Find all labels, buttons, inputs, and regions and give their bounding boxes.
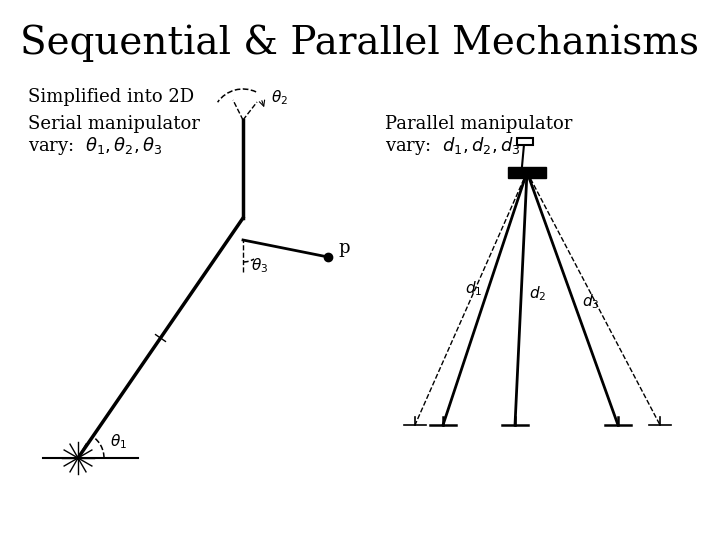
Text: $d_2$: $d_2$ — [529, 285, 546, 303]
Text: vary:  $\theta_1,\theta_2,\theta_3$: vary: $\theta_1,\theta_2,\theta_3$ — [28, 135, 163, 157]
Text: $\theta_2$: $\theta_2$ — [271, 88, 288, 107]
Text: $d_1$: $d_1$ — [465, 280, 482, 298]
Text: $\theta_3$: $\theta_3$ — [251, 256, 269, 275]
Text: $d_3$: $d_3$ — [582, 293, 600, 311]
Bar — [508, 166, 546, 178]
Text: vary:  $d_1,d_2,d_3$: vary: $d_1,d_2,d_3$ — [385, 135, 521, 157]
Text: Sequential & Parallel Mechanisms: Sequential & Parallel Mechanisms — [20, 25, 700, 63]
Text: p: p — [338, 239, 349, 257]
Text: Serial manipulator: Serial manipulator — [28, 115, 200, 133]
Text: Simplified into 2D: Simplified into 2D — [28, 88, 194, 106]
Text: $\theta_1$: $\theta_1$ — [110, 432, 127, 451]
Text: Parallel manipulator: Parallel manipulator — [385, 115, 572, 133]
Bar — [517, 138, 533, 145]
